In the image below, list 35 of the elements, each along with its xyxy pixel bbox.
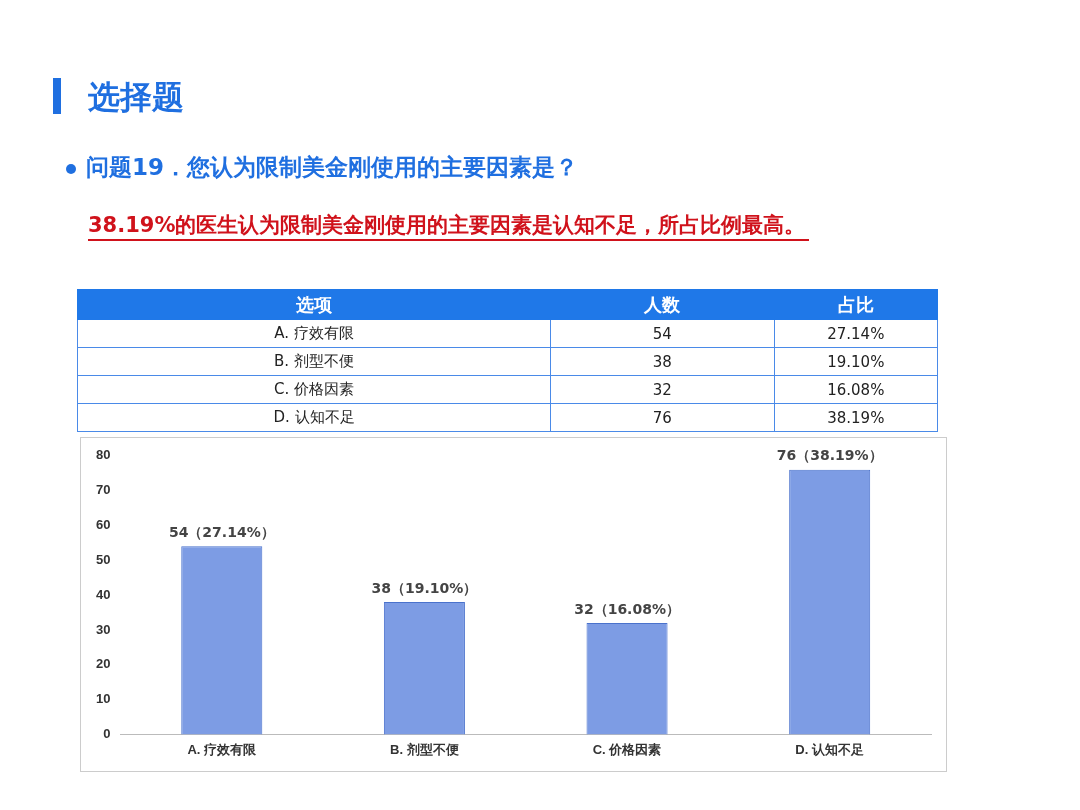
text: 76: [550, 403, 775, 432]
y-tick-label: 0: [103, 725, 111, 741]
x-tick-label: D. 认知不足: [795, 741, 864, 757]
data-label: 32（16.08%）: [574, 600, 680, 617]
text: 54: [550, 319, 775, 348]
text: 19.10%: [774, 347, 938, 376]
x-tick-label: C. 价格因素: [592, 741, 662, 757]
text: 占比: [774, 289, 938, 320]
text: 选项: [77, 289, 551, 320]
chart-title: 选择题: [88, 77, 184, 118]
data-label: 76（38.19%）: [776, 447, 883, 464]
text: 38: [550, 347, 775, 376]
x-tick-label: B. 剂型不便: [390, 741, 459, 757]
text: 人数: [550, 289, 775, 320]
text: 27.14%: [774, 319, 938, 348]
y-tick-label: 30: [95, 621, 111, 637]
text: 38.19%: [774, 403, 938, 432]
data-label: 38（19.10%）: [371, 579, 478, 596]
text: 38.19%的医生认为限制美金刚使用的主要因素是认知不足，所占比例最高。: [88, 211, 810, 241]
y-tick-label: 60: [95, 517, 111, 533]
y-tick-label: 40: [95, 586, 111, 602]
text: 16.08%: [774, 375, 938, 404]
category-label: D. 认知不足: [273, 408, 355, 426]
category-label: C. 价格因素: [273, 380, 354, 398]
category-label: A. 疗效有限: [274, 324, 354, 342]
y-tick-label: 10: [95, 691, 111, 707]
y-tick-label: 20: [95, 656, 111, 672]
text: 32: [550, 375, 775, 404]
chart-subtitle: 问题19．您认为限制美金刚使用的主要因素是？: [86, 153, 579, 182]
y-tick-label: 50: [95, 551, 111, 567]
data-label: 54（27.14%）: [168, 523, 275, 540]
y-tick-label: 80: [95, 447, 111, 463]
x-tick-label: A. 疗效有限: [187, 741, 258, 757]
category-label: B. 剂型不便: [274, 352, 354, 370]
y-tick-label: 70: [95, 482, 111, 498]
